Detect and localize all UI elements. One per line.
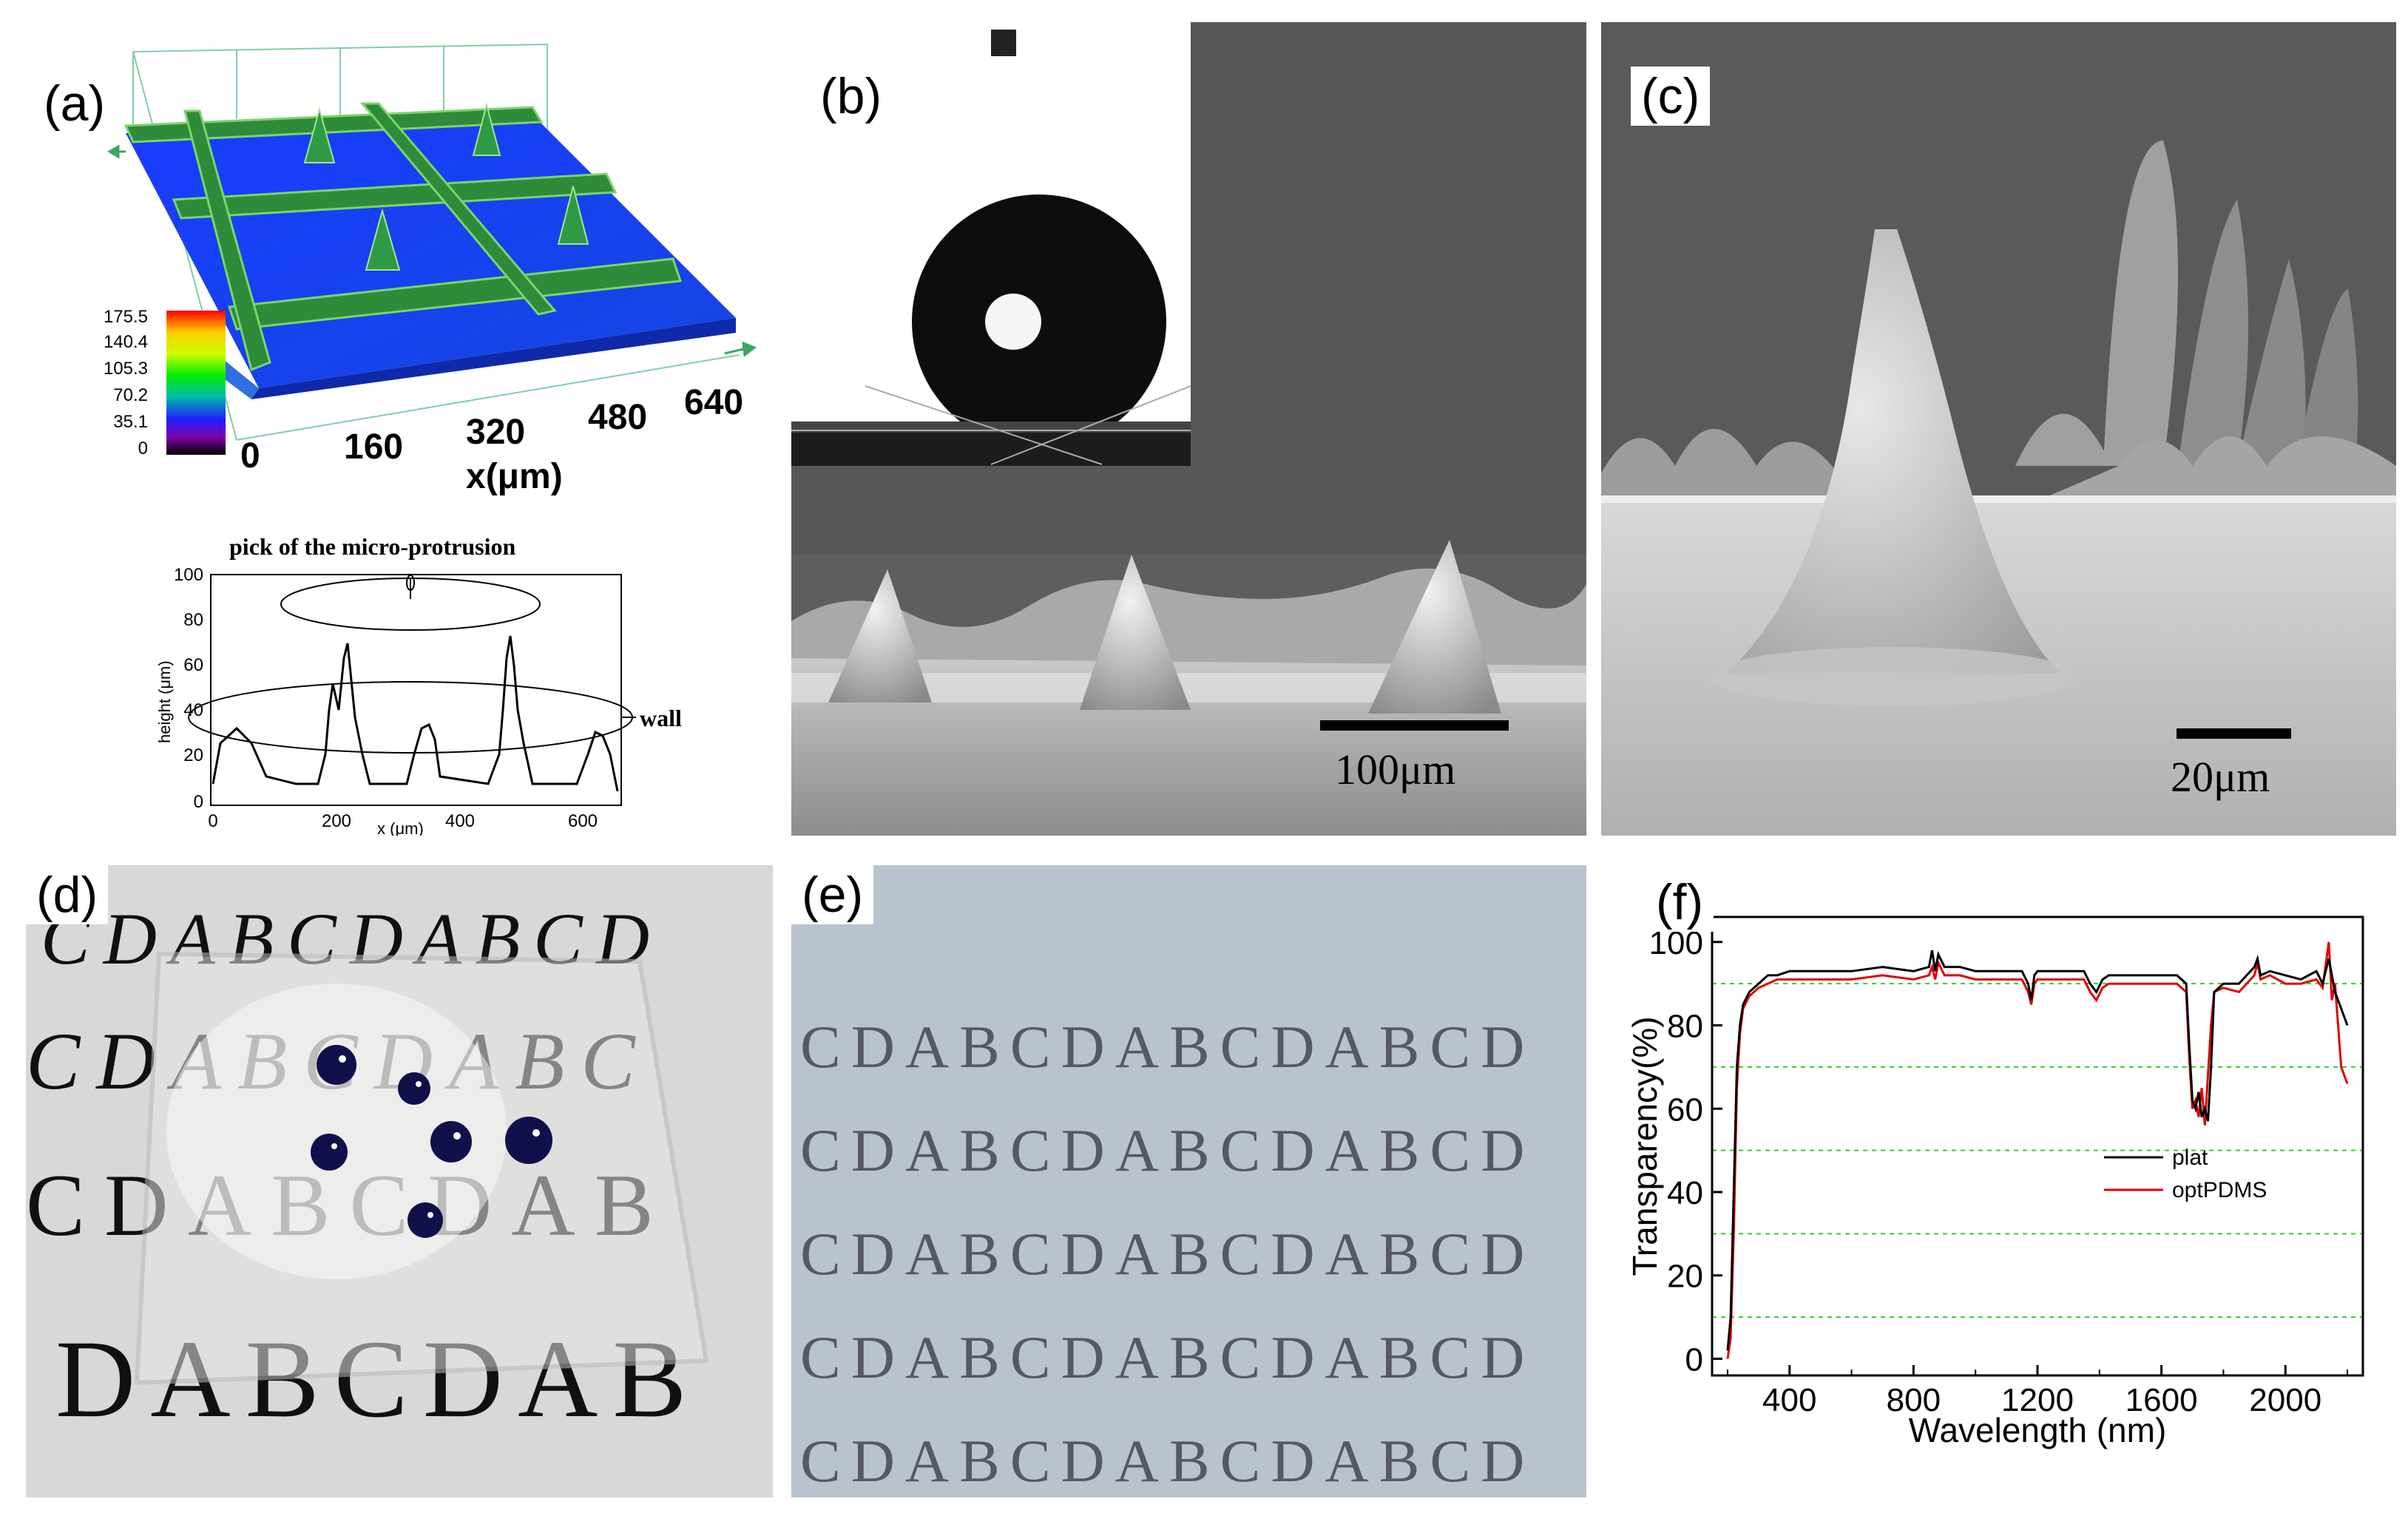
profile-ytick: 0 bbox=[194, 792, 203, 812]
panel-b-label: (b) bbox=[810, 67, 893, 126]
panel-a-3d-surface: 175.5 140.4 105.3 70.2 35.1 0 0 160 320 … bbox=[104, 43, 757, 836]
colorbar-tick: 140.4 bbox=[104, 332, 148, 352]
profile-xtick: 400 bbox=[445, 811, 475, 831]
series-line-plat bbox=[1726, 950, 2349, 1351]
profile-ytick: 100 bbox=[174, 565, 203, 585]
panel-b: 100μm (b) bbox=[791, 22, 1586, 836]
x-tick-label: 400 bbox=[1762, 1382, 1816, 1418]
profile-ytick: 20 bbox=[183, 745, 203, 765]
axis-tick-label: 320 bbox=[466, 413, 525, 452]
colorbar-tick: 105.3 bbox=[104, 359, 148, 379]
axis-label: x(μm) bbox=[466, 457, 563, 496]
profile-wall-annotation: wall bbox=[640, 705, 682, 731]
profile-xtick: 0 bbox=[208, 811, 217, 831]
x-tick-label: 1600 bbox=[2125, 1382, 2198, 1418]
scale-bar-label: 100μm bbox=[1335, 745, 1455, 793]
axis-tick-label: 0 bbox=[240, 436, 260, 475]
y-tick-label: 0 bbox=[1685, 1341, 1703, 1378]
y-tick-label: 80 bbox=[1667, 1009, 1703, 1045]
y-tick-label: 20 bbox=[1667, 1259, 1703, 1295]
panel-a: 175.5 140.4 105.3 70.2 35.1 0 0 160 320 … bbox=[15, 15, 762, 836]
axis-tick-label: 160 bbox=[344, 427, 403, 467]
profile-plot: pick of the micro-protrusion 100 80 60 4… bbox=[155, 533, 682, 836]
profile-ytick: 80 bbox=[183, 610, 203, 630]
axis-tick-label: 640 bbox=[684, 383, 743, 422]
y-axis-label: Transparency(%) bbox=[1626, 1016, 1664, 1276]
legend-label-optPDMS: optPDMS bbox=[2172, 1178, 2267, 1202]
y-tick-label: 40 bbox=[1667, 1175, 1703, 1211]
panel-c-label: (c) bbox=[1631, 67, 1711, 126]
letter-row: CDABCDABCDABCD bbox=[800, 1427, 1535, 1495]
letter-row: CDABCDABCDABCD bbox=[800, 1013, 1535, 1080]
scale-bar bbox=[1320, 720, 1509, 731]
colorbar-tick: 0 bbox=[138, 439, 148, 458]
profile-xtick: 600 bbox=[568, 811, 598, 831]
letter-row: CDABCDABCDABCD bbox=[800, 1220, 1535, 1287]
profile-ylabel: height (μm) bbox=[155, 660, 174, 743]
panel-f: 0 20 40 60 80 100 400 800 1200 1600 2000 Wavelength… bbox=[1601, 865, 2396, 1497]
x-tick-label: 1200 bbox=[2001, 1382, 2074, 1418]
panel-a-label: (a) bbox=[33, 74, 116, 133]
pdms-film-photo bbox=[134, 951, 709, 1386]
x-axis-label: Wavelength (nm) bbox=[1909, 1411, 2167, 1449]
sem-image-c: 20μm bbox=[1601, 22, 2396, 836]
letter-row: CDABCDABCDABCD bbox=[800, 1324, 1535, 1391]
blurred-letter-background: CDABCDABCDABCD CDABCDABCDABCD CDABCDABCD… bbox=[791, 865, 1586, 1497]
panel-c: 20μm (c) bbox=[1601, 22, 2396, 836]
plot-frame bbox=[1711, 915, 2364, 1377]
panel-d: CDABCDABCD CDABCDABC CDABCDAB DABCDAB (d… bbox=[26, 865, 773, 1497]
legend-label-plat: plat bbox=[2172, 1145, 2208, 1170]
panel-d-label: (d) bbox=[26, 865, 109, 924]
profile-xtick: 200 bbox=[322, 811, 351, 831]
letter-row: CDABCDABCDABCD bbox=[800, 1117, 1535, 1184]
scale-bar bbox=[2177, 728, 2291, 739]
colorbar bbox=[166, 311, 226, 455]
colorbar-tick: 35.1 bbox=[113, 412, 148, 432]
y-tick-label: 60 bbox=[1667, 1091, 1703, 1128]
x-tick-label: 2000 bbox=[2249, 1382, 2321, 1418]
profile-title: pick of the micro-protrusion bbox=[229, 533, 515, 560]
colorbar-tick: 175.5 bbox=[104, 307, 148, 327]
x-tick-label: 800 bbox=[1887, 1382, 1941, 1418]
axis-tick-label: 480 bbox=[588, 398, 647, 437]
panel-e: CDABCDABCDABCD CDABCDABCDABCD CDABCDABCD… bbox=[791, 865, 1586, 1497]
profile-xlabel: x (μm) bbox=[377, 819, 424, 836]
colorbar-tick: 70.2 bbox=[113, 385, 148, 405]
profile-ytick: 60 bbox=[183, 655, 203, 675]
scale-bar-label: 20μm bbox=[2171, 753, 2270, 801]
panel-e-label: (e) bbox=[791, 865, 874, 924]
panel-f-label: (f) bbox=[1646, 873, 1714, 932]
